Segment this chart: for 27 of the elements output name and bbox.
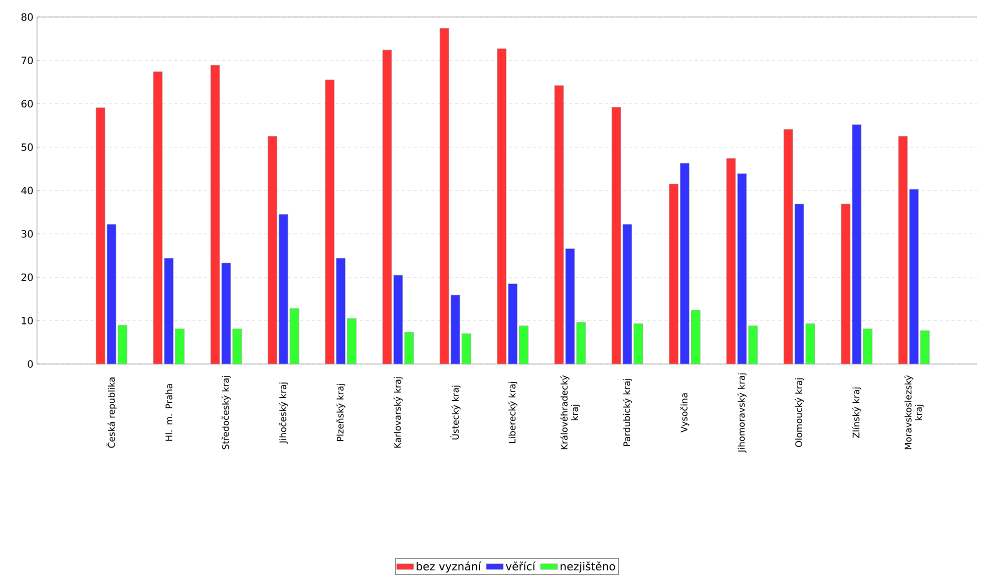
y-tick-label: 40	[21, 186, 33, 194]
legend-label: věřící	[506, 562, 536, 570]
x-tick-label: Zlínský kraj	[852, 388, 862, 438]
x-tick-label: Liberecký kraj	[508, 382, 518, 443]
x-tick-label: Olomoucký kraj	[794, 378, 804, 447]
y-tick-label: 20	[22, 273, 33, 282]
x-tick-label: Pardubický kraj	[622, 379, 632, 446]
y-tick-label: 50	[22, 143, 33, 151]
y-tick-label: 30	[22, 230, 33, 238]
x-tick-label: Hl. m. Praha	[165, 384, 172, 441]
y-tick-label: 60	[22, 100, 33, 108]
legend-label: bez vyznání	[416, 562, 482, 573]
x-tick-label: Královéhradecký kraj	[560, 375, 580, 450]
y-tick-label: 0	[28, 360, 33, 368]
x-tick-label: Plzeňský kraj	[336, 384, 346, 441]
y-tick-label: 70	[22, 56, 33, 64]
x-tick-label: Středočeský kraj	[222, 376, 231, 450]
y-tick-label: 80	[21, 13, 33, 21]
y-tick-label: 10	[22, 316, 33, 324]
x-tick-label: Jihomoravský kraj	[737, 373, 747, 453]
x-tick-label: Vysočina	[680, 393, 690, 432]
x-tick-label: Česká republika	[106, 378, 117, 448]
x-tick-label: Ústecký kraj	[450, 386, 461, 440]
x-tick-label: Karlovarský kraj	[394, 377, 403, 448]
legend-label: nezjištěno	[560, 562, 616, 573]
x-tick-label: Moravskoslezský kraj	[904, 375, 924, 450]
x-tick-label: Jihočeský kraj	[278, 382, 288, 444]
